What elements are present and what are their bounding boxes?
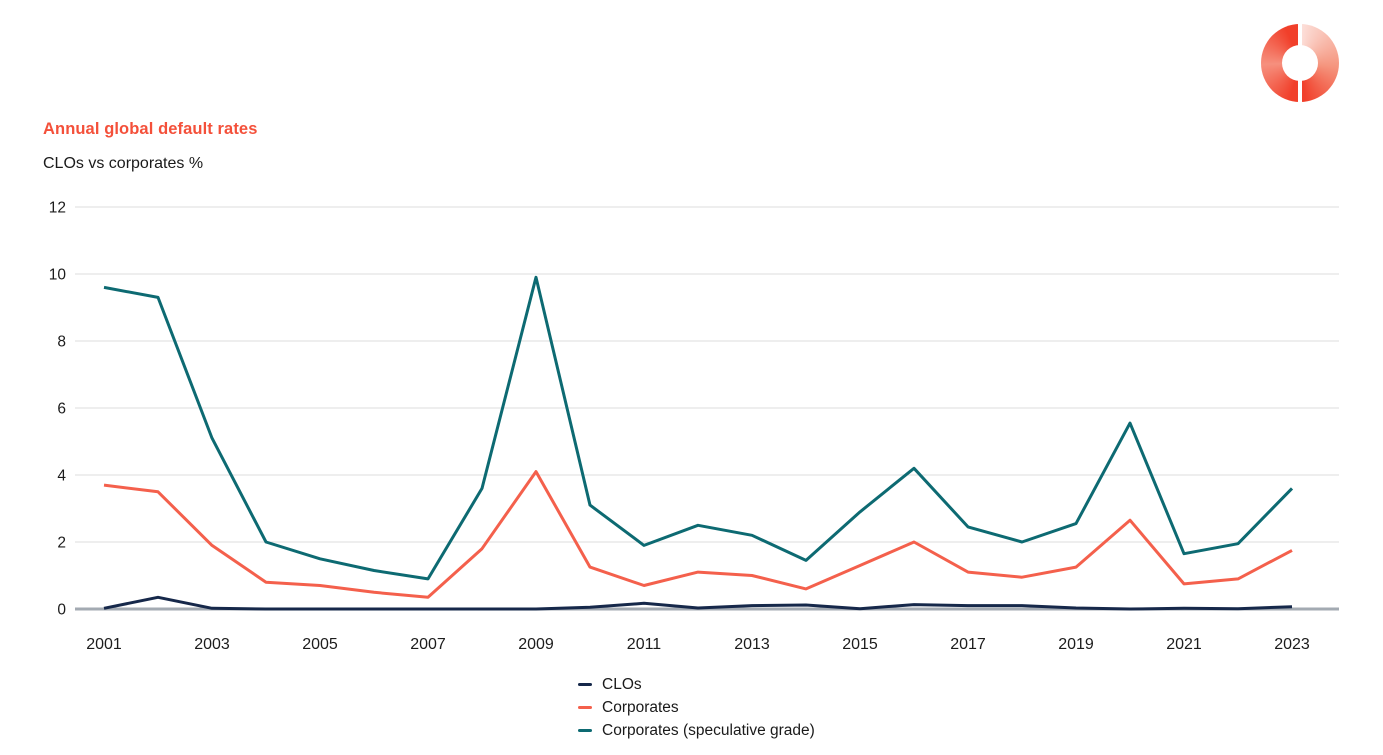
chart-subtitle: CLOs vs corporates % <box>43 155 204 172</box>
x-tick-label: 2015 <box>842 636 878 653</box>
x-tick-label: 2009 <box>518 636 554 653</box>
legend-item-corporates: Corporates <box>578 698 815 717</box>
y-tick-label: 0 <box>57 602 66 619</box>
x-tick-label: 2013 <box>734 636 770 653</box>
x-tick-label: 2019 <box>1058 636 1094 653</box>
logo-hole <box>1282 45 1318 81</box>
y-tick-label: 10 <box>49 267 67 284</box>
x-tick-label: 2007 <box>410 636 446 653</box>
x-tick-label: 2003 <box>194 636 230 653</box>
chart-legend: CLOs Corporates Corporates (speculative … <box>578 675 815 740</box>
x-tick-label: 2011 <box>627 636 662 653</box>
x-tick-label: 2005 <box>302 636 338 653</box>
legend-label: Corporates (speculative grade) <box>602 721 815 739</box>
spec-grade-legend-dash-icon <box>578 729 592 732</box>
x-tick-label: 2023 <box>1274 636 1310 653</box>
legend-label: Corporates <box>602 698 679 716</box>
y-tick-label: 6 <box>57 401 66 418</box>
chart-title: Annual global default rates <box>43 120 258 138</box>
corporates-legend-dash-icon <box>578 706 592 709</box>
y-tick-label: 4 <box>57 468 66 485</box>
series-line-corporates-speculative-grade <box>103 275 1294 581</box>
series-line-corporates <box>103 470 1293 599</box>
y-tick-label: 2 <box>57 535 66 552</box>
legend-item-corporates-spec-grade: Corporates (speculative grade) <box>578 721 815 740</box>
series-line-clos <box>103 595 1293 611</box>
clos-legend-dash-icon <box>578 683 592 686</box>
x-tick-label: 2001 <box>86 636 122 653</box>
company-donut-logo-icon <box>1261 24 1339 102</box>
legend-label: CLOs <box>602 675 642 693</box>
y-tick-label: 8 <box>57 334 66 351</box>
legend-item-clos: CLOs <box>578 675 815 694</box>
x-tick-label: 2021 <box>1166 636 1202 653</box>
y-tick-label: 12 <box>49 200 66 217</box>
x-tick-label: 2017 <box>950 636 986 653</box>
default-rates-line-chart: 0 2 4 6 8 10 12 2001 2003 2005 2007 2009 2011 2013 201… <box>49 200 1339 653</box>
